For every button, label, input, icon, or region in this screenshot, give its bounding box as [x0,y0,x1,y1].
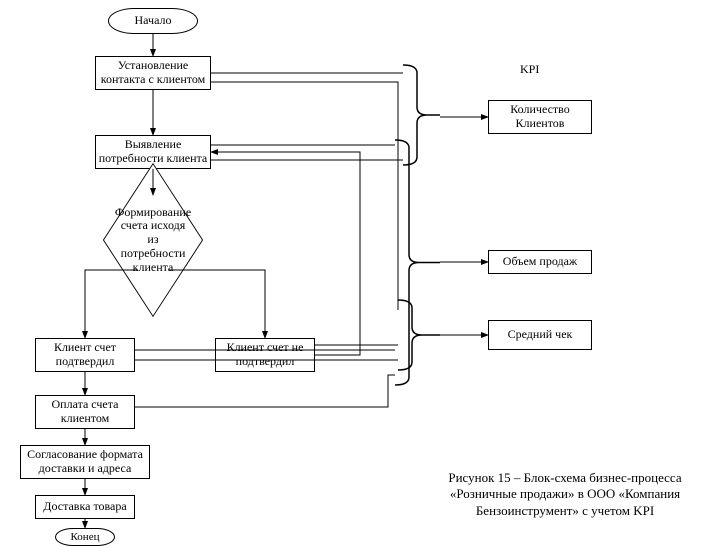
node-delivery: Доставка товара [35,495,135,519]
node-not-confirmed: Клиент счет не подтвердил [215,338,315,372]
kpi-header-text: KPI [520,62,539,76]
node-delivery-agree: Согласование формата доставки и адреса [20,445,150,479]
node-end: Конец [55,528,115,546]
kpi-clients-label: Количество Клиентов [489,103,591,131]
kpi-sales: Объем продаж [488,250,592,274]
node-start: Начало [108,8,198,34]
node-start-label: Начало [135,14,172,28]
node-delivery-label: Доставка товара [43,500,126,514]
node-contact-label: Установление контакта с клиентом [96,59,210,87]
node-not-confirmed-label: Клиент счет не подтвердил [216,341,314,369]
node-invoice-label: Формирование счета исходя из потребности… [115,206,191,275]
node-confirmed-label: Клиент счет подтвердил [36,341,134,369]
node-payment: Оплата счета клиентом [35,395,135,429]
kpi-avgcheck-label: Средний чек [508,328,573,342]
node-delivery-agree-label: Согласование формата доставки и адреса [21,448,149,476]
node-needs-label: Выявление потребности клиента [96,138,210,166]
node-invoice-decision: Формирование счета исходя из потребности… [108,195,198,285]
figure-caption: Рисунок 15 – Блок-схема бизнес-процесса … [420,470,710,519]
kpi-avgcheck: Средний чек [488,320,592,350]
node-contact: Установление контакта с клиентом [95,56,211,90]
node-confirmed: Клиент счет подтвердил [35,338,135,372]
kpi-sales-label: Объем продаж [503,255,577,269]
kpi-clients: Количество Клиентов [488,100,592,134]
node-payment-label: Оплата счета клиентом [36,398,134,426]
kpi-header: KPI [520,62,539,77]
node-end-label: Конец [71,531,100,544]
figure-caption-text: Рисунок 15 – Блок-схема бизнес-процесса … [448,470,681,518]
